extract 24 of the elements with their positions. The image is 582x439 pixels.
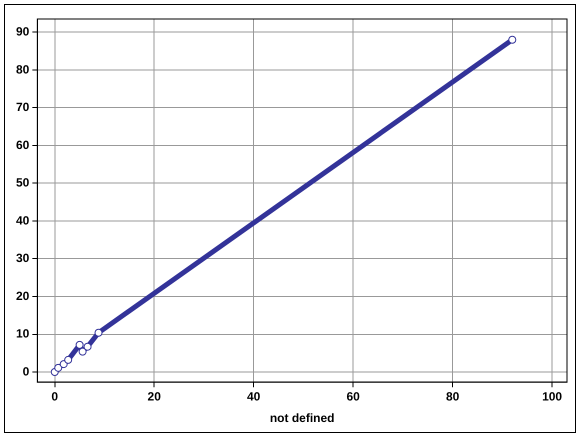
point [78,348,87,356]
x-tick-label: 100 [542,390,562,404]
y-tick-label: 50 [16,176,30,190]
y-tick-label: 90 [16,24,30,39]
point [84,342,92,351]
y-tick-label: 10 [16,326,30,341]
x-tick-label: 0 [51,390,58,404]
point [76,340,84,349]
y-tick-label: 0 [22,364,30,378]
x-axis-title: not defined [270,411,335,426]
point [508,36,516,44]
x-tick-label: 60 [346,390,360,404]
y-tick-label: 80 [16,62,30,76]
point [54,364,62,372]
y-tick-label: 40 [16,213,30,228]
y-tick-label: 30 [16,251,30,266]
x-tick-label: 40 [247,390,261,404]
y-tick-label: 60 [16,138,30,152]
x-tick-label: 80 [446,390,460,404]
y-tick-label: 70 [16,100,30,114]
point [94,328,103,337]
x-tick-label: 20 [148,390,162,404]
point [64,356,72,364]
y-tick-label: 20 [16,288,30,303]
